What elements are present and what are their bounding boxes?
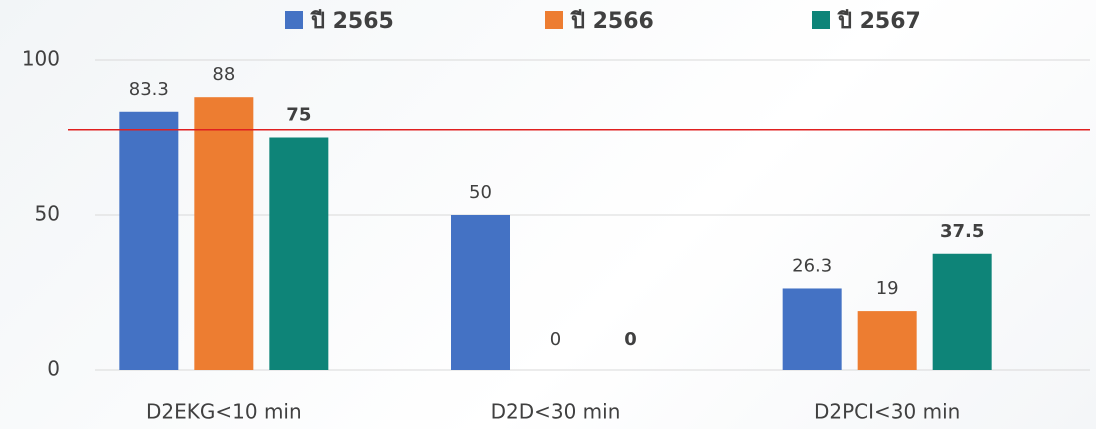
data-label: 26.3 [792,255,832,276]
data-label: 83.3 [129,79,169,100]
data-label: 88 [212,64,235,85]
bar [194,97,254,370]
x-tick-label: D2EKG<10 min [146,400,302,424]
data-label: 50 [469,182,492,203]
legend-label: ปี 2567 [837,9,921,34]
legend-swatch [285,11,303,29]
bar [782,288,842,370]
bar [119,111,179,371]
legend-swatch [812,11,830,29]
bar [269,137,329,370]
data-label: 75 [286,105,311,126]
y-tick-label: 0 [47,357,60,381]
bar [932,253,992,370]
bar [451,215,510,370]
bar [857,311,917,370]
data-label: 0 [550,329,561,350]
legend-label: ปี 2566 [570,9,654,34]
legend-label: ปี 2565 [310,9,394,34]
y-tick-label: 100 [22,47,60,71]
x-tick-label: D2PCI<30 min [814,400,960,424]
y-tick-label: 50 [35,202,60,226]
data-label: 0 [624,329,637,350]
legend-swatch [545,11,563,29]
data-label: 19 [876,278,899,299]
data-label: 37.5 [940,221,984,242]
x-tick-label: D2D<30 min [491,400,621,424]
